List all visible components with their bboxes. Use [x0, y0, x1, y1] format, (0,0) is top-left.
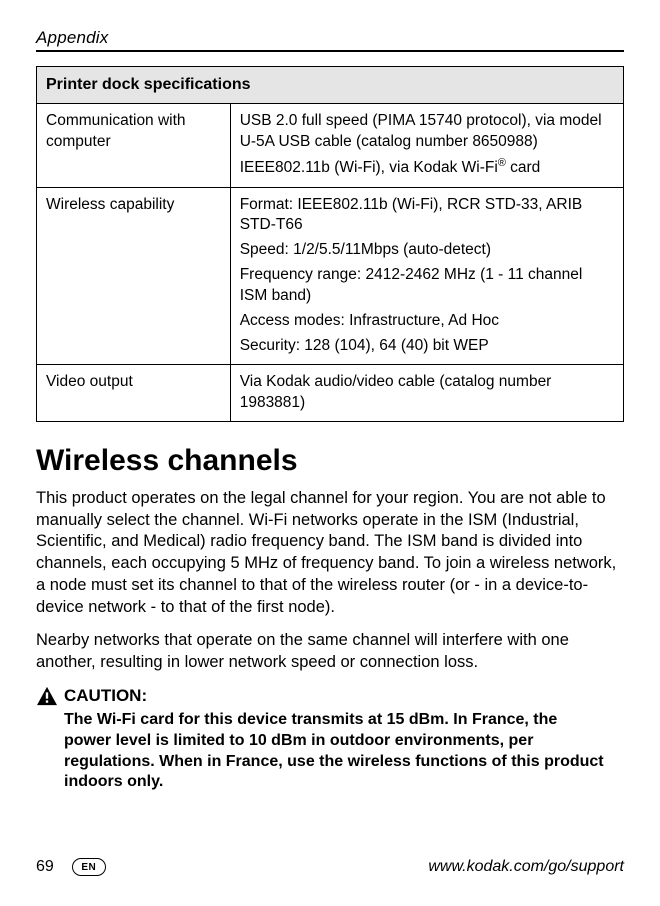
language-badge: EN: [72, 858, 106, 876]
page-number: 69: [36, 858, 54, 876]
spec-line: IEEE802.11b (Wi-Fi), via Kodak Wi-Fi® ca…: [240, 156, 614, 179]
footer-url: www.kodak.com/go/support: [428, 858, 624, 876]
caution-text: The Wi-Fi card for this device transmits…: [64, 710, 604, 793]
spec-value: USB 2.0 full speed (PIMA 15740 protocol)…: [230, 103, 623, 187]
table-header: Printer dock specifications: [37, 67, 624, 104]
table-row: Video output Via Kodak audio/video cable…: [37, 364, 624, 421]
spec-line: Format: IEEE802.11b (Wi-Fi), RCR STD-33,…: [240, 195, 614, 237]
body-paragraph: Nearby networks that operate on the same…: [36, 630, 624, 674]
spec-line: Frequency range: 2412-2462 MHz (1 - 11 c…: [240, 265, 614, 307]
spec-value: Via Kodak audio/video cable (catalog num…: [230, 364, 623, 421]
spec-label: Wireless capability: [37, 187, 231, 364]
spec-label: Communication with computer: [37, 103, 231, 187]
spec-line: USB 2.0 full speed (PIMA 15740 protocol)…: [240, 111, 614, 153]
caution-label: CAUTION:: [64, 686, 147, 706]
page-header: Appendix: [36, 28, 624, 52]
spec-line: Speed: 1/2/5.5/11Mbps (auto-detect): [240, 240, 614, 261]
spec-value: Format: IEEE802.11b (Wi-Fi), RCR STD-33,…: [230, 187, 623, 364]
caution-header: CAUTION:: [36, 686, 624, 706]
section-heading: Wireless channels: [36, 444, 624, 478]
warning-icon: [36, 686, 58, 706]
spec-label: Video output: [37, 364, 231, 421]
page-footer: 69 EN www.kodak.com/go/support: [36, 858, 624, 876]
table-row: Wireless capability Format: IEEE802.11b …: [37, 187, 624, 364]
spec-line: Access modes: Infrastructure, Ad Hoc: [240, 311, 614, 332]
body-paragraph: This product operates on the legal chann…: [36, 488, 624, 619]
header-title: Appendix: [36, 28, 109, 48]
table-header-row: Printer dock specifications: [37, 67, 624, 104]
table-row: Communication with computer USB 2.0 full…: [37, 103, 624, 187]
spec-table: Printer dock specifications Communicatio…: [36, 66, 624, 422]
registered-mark: ®: [498, 157, 506, 169]
spec-line: Security: 128 (104), 64 (40) bit WEP: [240, 336, 614, 357]
